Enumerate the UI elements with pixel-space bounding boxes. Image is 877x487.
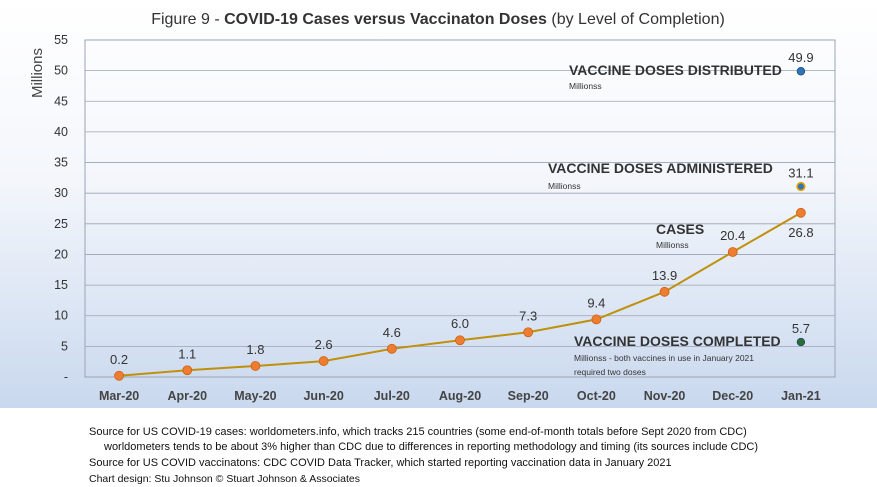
cases-data-point [523, 327, 534, 338]
vaccine-point-label-1: 31.1 [788, 165, 813, 180]
vaccine-name-2: VACCINE DOSES COMPLETED [574, 333, 781, 349]
x-tick-label: Jul-20 [374, 389, 410, 403]
x-tick-label: Jan-21 [781, 389, 821, 403]
footer-source-cases-note: worldometers tends to be about 3% higher… [104, 441, 759, 453]
footer-source-vaccinations: Source for US COVID vaccinatons: CDC COV… [89, 457, 672, 469]
cases-data-point [455, 335, 465, 346]
y-tick-label: 30 [54, 186, 68, 200]
y-tick-label: 10 [54, 309, 68, 323]
cases-data-label: 4.6 [383, 325, 401, 340]
cases-data-label: 20.4 [720, 228, 745, 243]
y-tick-label: 35 [54, 156, 68, 170]
footer-chart-design: Chart design: Stu Johnson © Stuart Johns… [89, 473, 360, 485]
cases-data-label: 2.6 [315, 337, 333, 352]
y-tick-label: 50 [54, 64, 68, 78]
cases-data-point [386, 343, 397, 354]
x-tick-label: Mar-20 [99, 389, 139, 403]
y-tick-label: 25 [54, 217, 68, 231]
chart-area: Figure 9 - COVID-19 Cases versus Vaccina… [0, 0, 877, 408]
y-tick-label: 15 [54, 278, 68, 292]
x-tick-label: May-20 [234, 389, 276, 403]
y-tick-label: - [64, 370, 68, 384]
cases-data-label: 6.0 [451, 316, 469, 331]
vaccine-point-1 [796, 181, 806, 192]
y-tick-label: 20 [54, 247, 68, 261]
cases-data-point [250, 361, 261, 371]
cases-data-point [114, 370, 124, 381]
x-tick-label: Aug-20 [439, 389, 481, 403]
cases-series-line [119, 211, 802, 377]
y-axis-label: Millions [29, 48, 46, 98]
y-tick-label: 5 [61, 339, 68, 353]
cases-data-label: 13.9 [652, 268, 677, 283]
series-sublabel-cases: Millionss [656, 240, 689, 250]
vaccine-point-2 [796, 337, 806, 347]
x-tick-label: Jun-20 [303, 389, 343, 403]
footer-source-cases: Source for US COVID-19 cases: worldomete… [89, 426, 747, 438]
cases-data-label: 1.8 [246, 342, 264, 357]
cases-data-label: 0.2 [110, 352, 128, 367]
vaccine-sublabel-2: Millionss - both vaccines in use in Janu… [574, 353, 754, 363]
vaccine-name-1: VACCINE DOSES ADMINISTERED [548, 160, 773, 176]
cases-data-label: 7.3 [519, 308, 537, 323]
vaccine-point-label-0: 49.9 [788, 50, 813, 65]
y-tick-label: 40 [54, 125, 68, 139]
cases-data-point [591, 314, 602, 325]
vaccine-sublabel-0: Millionss [569, 81, 602, 91]
cases-data-point [796, 207, 806, 218]
cases-data-label: 26.8 [788, 225, 813, 240]
x-tick-label: Nov-20 [644, 389, 686, 403]
x-tick-label: Dec-20 [712, 389, 753, 403]
cases-data-point [318, 356, 329, 366]
vaccine-name-0: VACCINE DOSES DISTRIBUTED [569, 62, 782, 78]
chart-footer: Source for US COVID-19 cases: worldomete… [0, 408, 877, 487]
cases-data-label: 1.1 [178, 346, 196, 361]
vaccine-point-label-2: 5.7 [792, 321, 810, 336]
x-tick-label: Apr-20 [167, 389, 207, 403]
cases-data-point [727, 247, 738, 257]
vaccine-sublabel-1: Millionss [548, 181, 581, 191]
series-name-cases: CASES [656, 221, 704, 237]
cases-data-point [659, 286, 670, 297]
vaccine-sublabel2-2: required two doses [574, 367, 646, 377]
cases-data-point [182, 365, 193, 376]
cases-data-label: 9.4 [587, 295, 605, 310]
x-tick-label: Oct-20 [577, 389, 616, 403]
chart-title: Figure 9 - COVID-19 Cases versus Vaccina… [151, 11, 725, 28]
chart-svg: Figure 9 - COVID-19 Cases versus Vaccina… [29, 11, 836, 403]
y-tick-label: 55 [54, 33, 68, 47]
x-tick-label: Sep-20 [508, 389, 549, 403]
vaccine-point-0 [796, 67, 806, 76]
y-tick-label: 45 [54, 94, 68, 108]
